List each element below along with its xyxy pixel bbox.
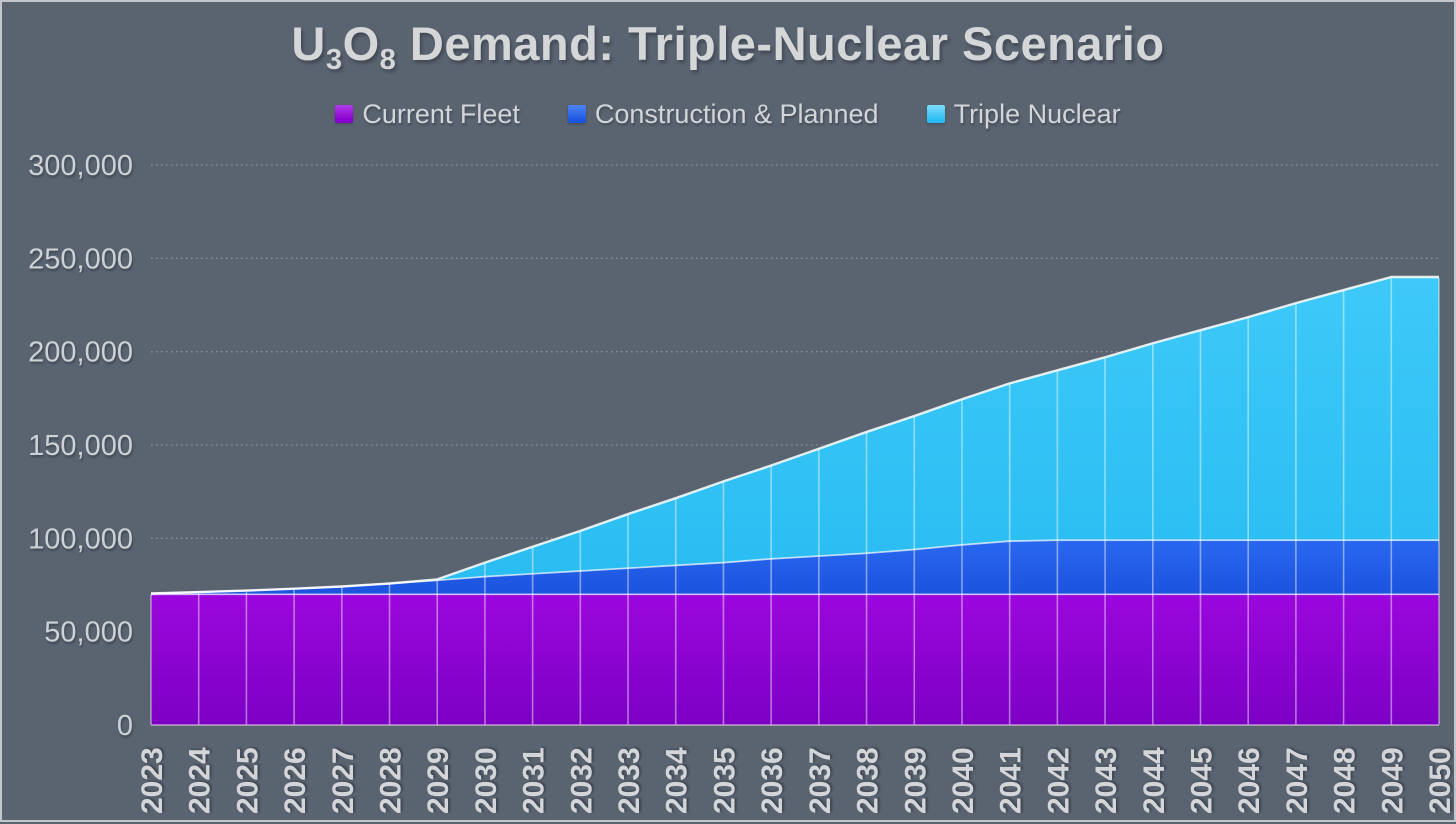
- title-rest: Demand: Triple-Nuclear Scenario: [396, 17, 1165, 70]
- area-current-fleet: [151, 594, 1439, 725]
- x-axis-label: 2049: [1376, 747, 1409, 814]
- x-axis-label: 2044: [1138, 747, 1171, 814]
- x-axis-label: 2040: [947, 747, 980, 814]
- x-axis-label: 2027: [327, 747, 360, 814]
- area-construction-planned: [151, 540, 1439, 595]
- x-axis-label: 2032: [565, 747, 598, 814]
- x-axis-label: 2043: [1090, 747, 1123, 814]
- legend-label-construction-planned: Construction & Planned: [594, 98, 879, 129]
- x-axis-label: 2031: [518, 747, 551, 814]
- x-axis-label: 2048: [1329, 747, 1362, 814]
- x-axis-label: 2025: [231, 747, 264, 814]
- x-axis-label: 2037: [804, 747, 837, 814]
- x-axis-label: 2024: [184, 747, 217, 814]
- x-axis-label: 2039: [899, 747, 932, 814]
- y-axis-tick-label: 0: [117, 710, 133, 742]
- y-axis-tick-label: 300,000: [28, 150, 133, 182]
- x-axis-label: 2035: [708, 747, 741, 814]
- x-axis-label: 2041: [995, 747, 1028, 814]
- legend-swatch-triple-nuclear: [926, 105, 945, 123]
- title-sub-3: 3: [325, 44, 343, 77]
- x-axis-label: 2026: [279, 747, 312, 814]
- legend: Current Fleet Construction & Planned Tri…: [2, 96, 1454, 132]
- x-axis-label: 2028: [375, 747, 408, 814]
- legend-item-triple-nuclear[interactable]: Triple Nuclear: [926, 98, 1121, 130]
- legend-label-triple-nuclear: Triple Nuclear: [953, 98, 1121, 129]
- y-axis-tick-label: 200,000: [28, 337, 133, 369]
- area-triple-nuclear: [151, 277, 1439, 594]
- title-u: U: [291, 17, 326, 70]
- legend-item-current-fleet[interactable]: Current Fleet: [335, 99, 520, 130]
- legend-label-current-fleet: Current Fleet: [362, 98, 520, 129]
- chart-title: U3O8 Demand: Triple-Nuclear Scenario: [2, 16, 1454, 75]
- title-sub-8: 8: [379, 44, 397, 77]
- y-axis-tick-label: 250,000: [28, 243, 133, 275]
- title-o: O: [342, 17, 380, 70]
- x-axis-label: 2030: [470, 747, 503, 814]
- x-axis-label: 2045: [1185, 747, 1218, 814]
- y-axis-tick-label: 100,000: [28, 523, 133, 555]
- x-axis-label: 2047: [1281, 747, 1314, 814]
- legend-swatch-current-fleet: [335, 105, 354, 123]
- x-axis-label: 2046: [1233, 747, 1266, 814]
- y-axis-tick-label: 50,000: [44, 617, 133, 649]
- x-axis-label: 2036: [756, 747, 789, 814]
- area-top-line: [150, 275, 1439, 595]
- x-axis-label: 2050: [1424, 747, 1456, 814]
- y-axis-tick-label: 150,000: [28, 430, 133, 462]
- x-axis-label: 2042: [1042, 747, 1075, 814]
- legend-item-construction-planned[interactable]: Construction & Planned: [567, 98, 879, 130]
- x-axis-label: 2034: [661, 747, 694, 814]
- x-axis-label: 2033: [613, 747, 646, 814]
- x-axis-label: 2038: [852, 747, 885, 814]
- legend-swatch-construction-planned: [567, 105, 586, 123]
- x-axis-label: 2023: [136, 747, 169, 814]
- x-axis-label: 2029: [422, 747, 455, 814]
